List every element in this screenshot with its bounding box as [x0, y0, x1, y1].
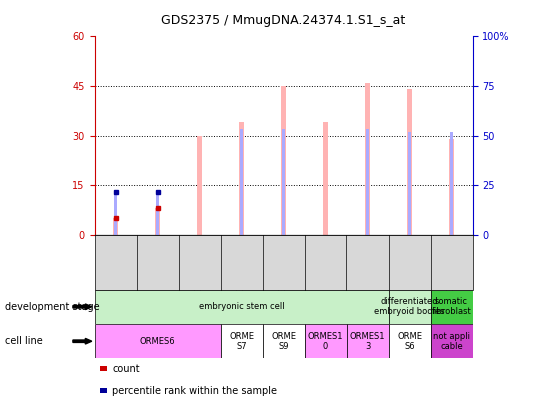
Text: percentile rank within the sample: percentile rank within the sample: [112, 386, 278, 396]
Bar: [220, 324, 262, 358]
Bar: [305, 324, 347, 358]
Bar: [408, 132, 411, 235]
Bar: [430, 290, 472, 324]
Bar: [114, 192, 117, 235]
Bar: [407, 90, 412, 235]
Bar: [323, 122, 328, 235]
Bar: [239, 122, 244, 235]
Bar: [365, 83, 370, 235]
Text: ORMES1
0: ORMES1 0: [308, 332, 343, 351]
Text: ORME
S6: ORME S6: [397, 332, 422, 351]
Text: differentiated
embryoid bodies: differentiated embryoid bodies: [374, 297, 445, 316]
Text: GDS2375 / MmugDNA.24374.1.S1_s_at: GDS2375 / MmugDNA.24374.1.S1_s_at: [161, 14, 406, 27]
Bar: [282, 129, 285, 235]
Text: ORMES6: ORMES6: [140, 337, 176, 346]
Bar: [366, 129, 369, 235]
Bar: [388, 324, 430, 358]
Text: embryonic stem cell: embryonic stem cell: [199, 302, 285, 311]
Text: somatic
fibroblast: somatic fibroblast: [431, 297, 471, 316]
Text: ORME
S9: ORME S9: [271, 332, 296, 351]
Bar: [347, 324, 388, 358]
Bar: [155, 209, 160, 235]
Bar: [94, 290, 388, 324]
Bar: [430, 324, 472, 358]
Bar: [262, 324, 305, 358]
Bar: [240, 129, 243, 235]
Bar: [449, 139, 454, 235]
Bar: [450, 132, 453, 235]
Text: cell line: cell line: [5, 336, 43, 346]
Text: not appli
cable: not appli cable: [433, 332, 470, 351]
Text: count: count: [112, 364, 140, 373]
Text: ORMES1
3: ORMES1 3: [350, 332, 385, 351]
Text: ORME
S7: ORME S7: [229, 332, 254, 351]
Bar: [113, 218, 118, 235]
Bar: [156, 192, 159, 235]
Bar: [281, 86, 286, 235]
Bar: [388, 290, 430, 324]
Text: development stage: development stage: [5, 302, 100, 312]
Bar: [197, 136, 202, 235]
Bar: [94, 324, 220, 358]
